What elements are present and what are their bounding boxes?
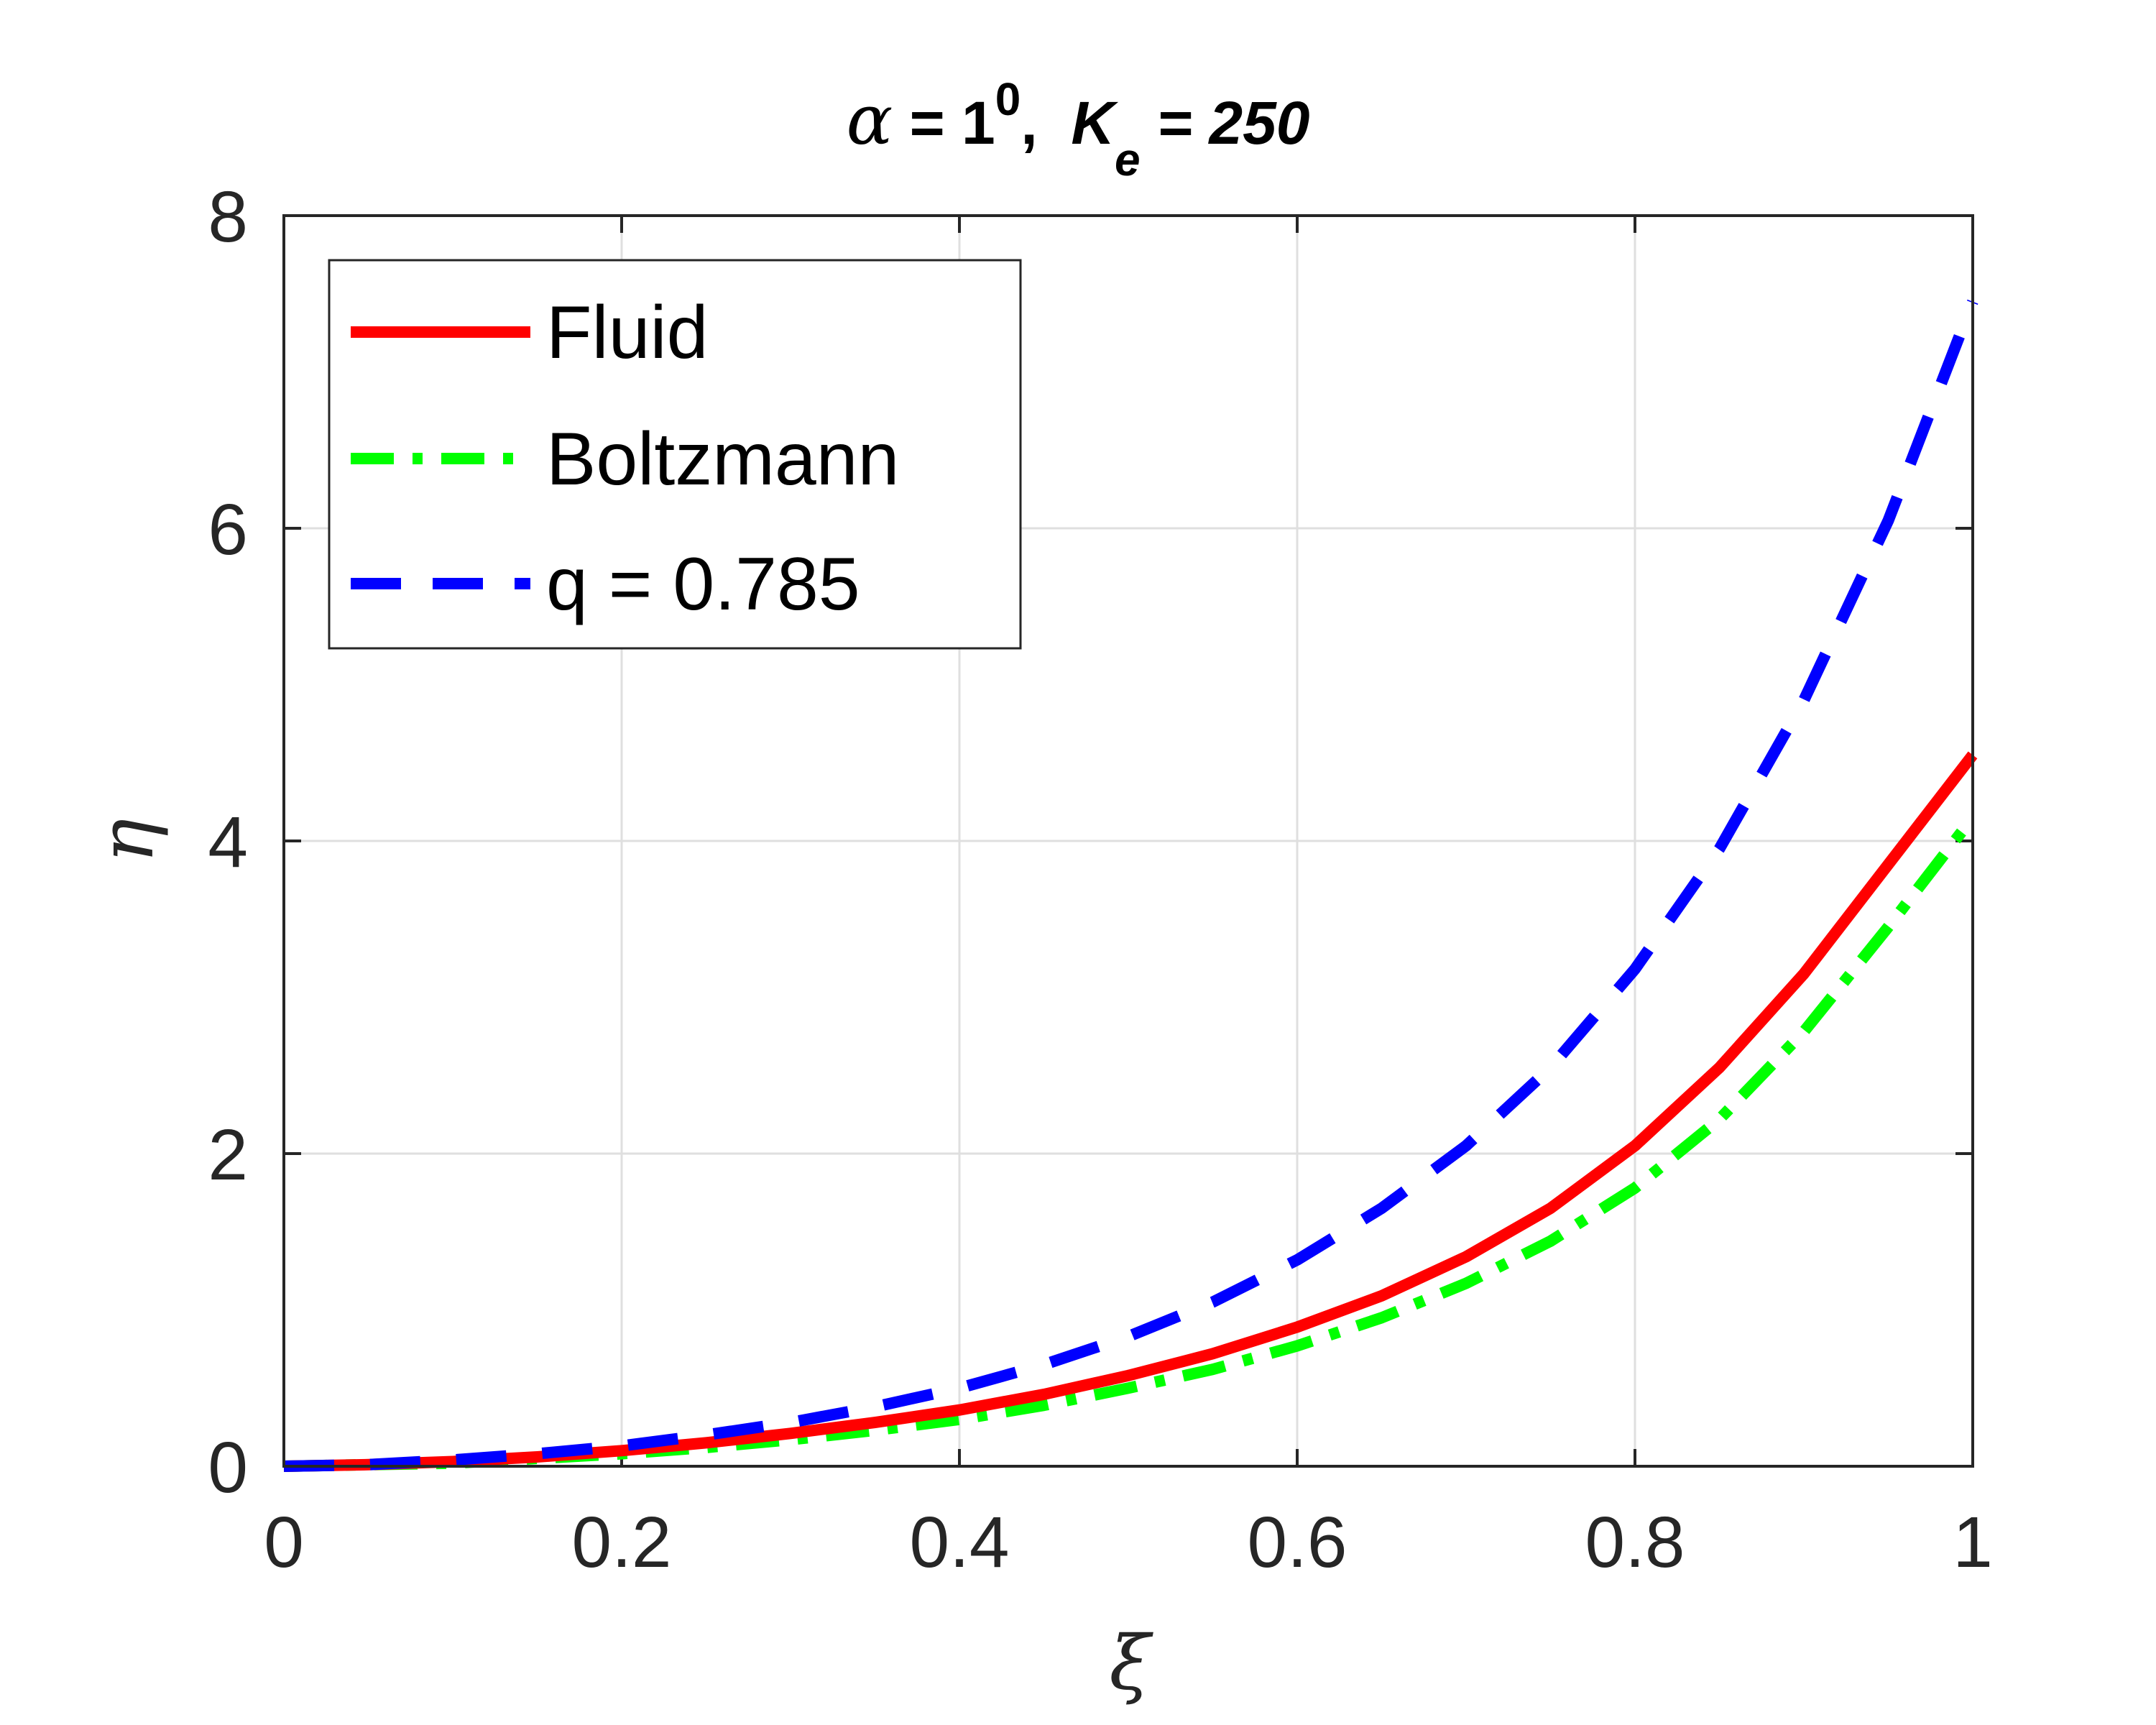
legend-label: Boltzmann [546,418,899,501]
x-tick-label: 0.8 [1585,1502,1685,1583]
legend-label: q = 0.785 [546,543,860,626]
series-line-q-0-785 [283,299,1978,1472]
legend-label: Fluid [546,291,708,374]
title-k-subscript: e [1115,134,1141,185]
title-alpha-symbol: α [846,80,893,160]
x-tick-label: 0.6 [1247,1502,1347,1583]
title-alpha-superscript: 0 [995,73,1021,125]
x-tick-label: 1 [1953,1502,1993,1583]
plot-frame [282,214,1974,1468]
y-tick-label: 8 [208,177,248,257]
y-tick-label: 2 [208,1115,248,1195]
x-tick-label: 0.2 [571,1502,671,1583]
title-k-part: = 250 [1141,89,1310,157]
y-tick-label: 0 [208,1427,248,1508]
legend: Fluid Boltzmann q = 0.785 [328,259,1022,650]
y-tick-label: 6 [208,489,248,570]
y-axis-label: η [83,819,170,863]
y-tick-label: 4 [208,802,248,883]
series-layer [283,299,1978,1472]
legend-entries: Fluid Boltzmann q = 0.785 [351,291,899,626]
x-axis-label: ξ [1109,1619,1153,1707]
title-separator: , [1021,89,1071,157]
title-k-symbol: K [1071,89,1118,157]
x-tick-label: 0.4 [909,1502,1009,1583]
tick-labels: 0 0.2 0.4 0.6 0.8 1 0 2 4 6 8 [208,177,1992,1583]
chart-title: α = 10, Ke = 250 [846,73,1309,185]
title-alpha-part: = 1 [893,89,995,157]
x-tick-label: 0 [264,1502,304,1583]
